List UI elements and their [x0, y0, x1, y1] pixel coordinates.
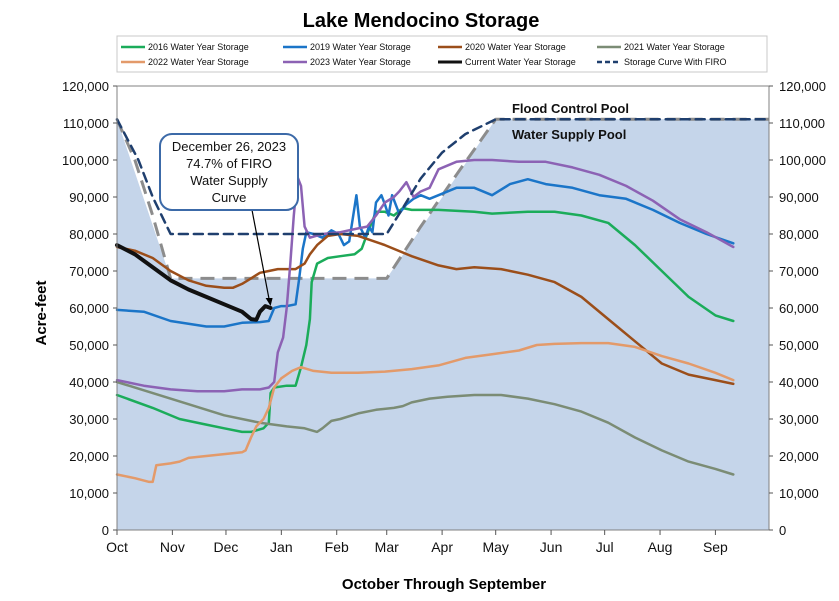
y-tick-label-right: 30,000: [779, 412, 819, 427]
x-tick-label: Dec: [214, 539, 239, 555]
legend-label-2016-water-year-storage: 2016 Water Year Storage: [148, 42, 249, 52]
x-tick-label: Aug: [648, 539, 673, 555]
legend-label-2023-water-year-storage: 2023 Water Year Storage: [310, 57, 411, 67]
x-tick-label: Apr: [431, 539, 453, 555]
y-tick-label-left: 10,000: [69, 486, 109, 501]
callout-text-line: December 26, 2023: [172, 139, 286, 154]
legend-label-storage-curve-with-firo: Storage Curve With FIRO: [624, 57, 727, 67]
y-tick-label-right: 60,000: [779, 301, 819, 316]
y-tick-label-left: 60,000: [69, 301, 109, 316]
legend-label-2021-water-year-storage: 2021 Water Year Storage: [624, 42, 725, 52]
callout-text-line: 74.7% of FIRO: [186, 156, 272, 171]
x-tick-label: Mar: [375, 539, 399, 555]
x-axis: Oct Nov Dec Jan Feb Mar Apr May Jun Jul Aug Sep: [106, 530, 728, 555]
series-line-2019-water-year-storage: [115, 177, 735, 328]
x-tick-label: Jun: [540, 539, 563, 555]
y-tick-label-right: 90,000: [779, 190, 819, 205]
callout: December 26, 2023 74.7% of FIRO Water Supp…: [159, 133, 299, 306]
legend-box: [116, 35, 768, 73]
y-tick-label-left: 100,000: [62, 153, 109, 168]
legend-label-2019-water-year-storage: 2019 Water Year Storage: [310, 42, 411, 52]
y-tick-label-left: 80,000: [69, 227, 109, 242]
x-tick-label: Sep: [703, 539, 728, 555]
callout-text-line: Water Supply: [190, 173, 268, 188]
series-line-storage-curve-with-firo: [115, 118, 771, 236]
x-tick-label: Jul: [596, 539, 614, 555]
series-line-2020-water-year-storage: [115, 232, 735, 386]
series-line-2023-water-year-storage: [115, 158, 735, 393]
x-axis-label: October Through September: [342, 576, 546, 593]
y-tick-label-left: 30,000: [69, 412, 109, 427]
y-axis-right: 0 10,000 20,000 30,000 40,000 50,000 60,000 70,…: [769, 79, 826, 538]
y-tick-label-left: 70,000: [69, 264, 109, 279]
y-tick-label-right: 70,000: [779, 264, 819, 279]
legend-label-2020-water-year-storage: 2020 Water Year Storage: [465, 42, 566, 52]
y-tick-label-left: 110,000: [63, 116, 109, 131]
y-axis-left: 0 10,000 20,000 30,000 40,000 50,000 60,000 70,…: [62, 79, 117, 538]
legend-label-current-water-year-storage: Current Water Year Storage: [465, 57, 576, 67]
y-tick-label-left: 120,000: [62, 79, 109, 94]
x-tick-label: May: [482, 539, 508, 555]
y-tick-label-right: 20,000: [779, 449, 819, 464]
y-tick-label-left: 20,000: [69, 449, 109, 464]
x-tick-label: Oct: [106, 539, 128, 555]
callout-arrow-head: [265, 298, 273, 306]
legend: 2016 Water Year Storage 2019 Water Year S…: [116, 35, 768, 73]
x-tick-label: Jan: [270, 539, 293, 555]
y-tick-label-left: 0: [102, 523, 109, 538]
annotation-water-supply-pool: Water Supply Pool: [512, 127, 626, 142]
y-tick-label-right: 50,000: [779, 338, 819, 353]
storage-curve-gray: [115, 117, 769, 280]
annotation-flood-control-pool: Flood Control Pool: [512, 101, 629, 116]
y-tick-label-right: 120,000: [779, 79, 826, 94]
x-tick-label: Nov: [160, 539, 185, 555]
y-tick-label-left: 90,000: [69, 190, 109, 205]
y-tick-label-right: 110,000: [779, 116, 825, 131]
series-line-2021-water-year-storage: [115, 380, 735, 476]
legend-label-2022-water-year-storage: 2022 Water Year Storage: [148, 57, 249, 67]
series-line-2022-water-year-storage: [115, 341, 735, 484]
series-line-2016-water-year-storage: [115, 206, 735, 434]
callout-box: [159, 133, 299, 211]
y-tick-label-right: 10,000: [779, 486, 819, 501]
chart-title: Lake Mendocino Storage: [303, 10, 540, 32]
y-tick-label-right: 80,000: [779, 227, 819, 242]
y-tick-label-left: 50,000: [69, 338, 109, 353]
x-tick-label: Feb: [325, 539, 349, 555]
y-tick-label-left: 40,000: [69, 375, 109, 390]
series-line-current-water-year-storage: [115, 243, 273, 322]
y-tick-label-right: 40,000: [779, 375, 819, 390]
callout-text-line: Curve: [212, 190, 247, 205]
callout-arrow-line: [251, 209, 271, 303]
y-axis-label: Acre-feet: [33, 280, 50, 345]
y-tick-label-right: 0: [779, 523, 786, 538]
y-tick-label-right: 100,000: [779, 153, 826, 168]
